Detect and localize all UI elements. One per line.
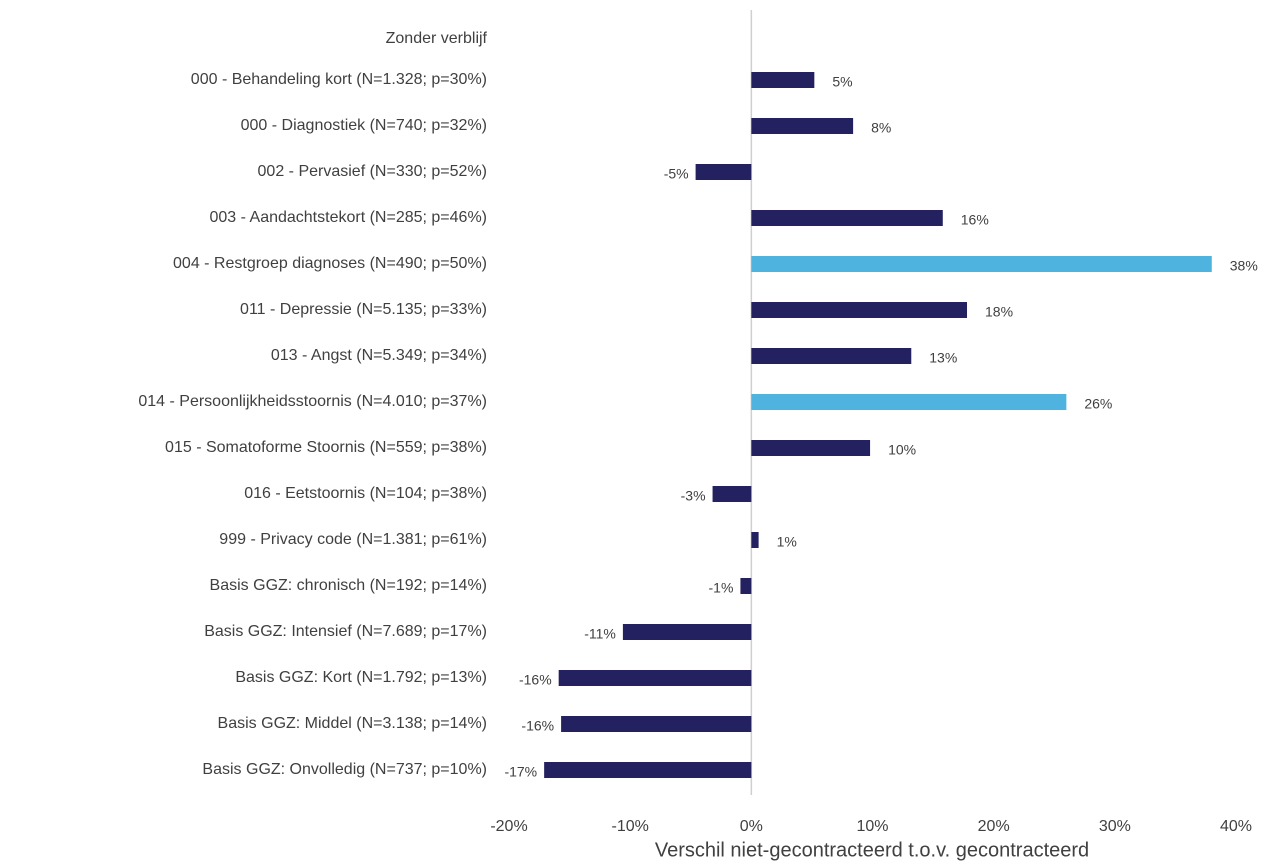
category-label: Basis GGZ: Kort (N=1.792; p=13%) xyxy=(235,669,487,686)
x-tick-label: -10% xyxy=(611,818,648,835)
value-label: -17% xyxy=(504,764,537,780)
bar xyxy=(751,394,1067,410)
value-label: -16% xyxy=(519,672,552,688)
x-tick-label: 20% xyxy=(978,818,1010,835)
value-label: 38% xyxy=(1230,258,1258,274)
value-label: 13% xyxy=(929,350,957,366)
category-label: 013 - Angst (N=5.349; p=34%) xyxy=(271,347,487,364)
bar xyxy=(558,670,752,686)
value-label: 10% xyxy=(888,442,916,458)
category-label: Basis GGZ: Onvolledig (N=737; p=10%) xyxy=(202,761,487,778)
value-label: -5% xyxy=(664,166,689,182)
category-label: 011 - Depressie (N=5.135; p=33%) xyxy=(240,301,487,318)
category-label: 002 - Pervasief (N=330; p=52%) xyxy=(258,163,487,180)
category-label: Basis GGZ: Intensief (N=7.689; p=17%) xyxy=(204,623,487,640)
category-label: 000 - Diagnostiek (N=740; p=32%) xyxy=(241,117,487,134)
bar xyxy=(561,716,752,732)
value-label: 16% xyxy=(961,212,989,228)
bar xyxy=(622,624,752,640)
category-label: 004 - Restgroep diagnoses (N=490; p=50%) xyxy=(173,255,487,272)
value-label: -3% xyxy=(681,488,706,504)
category-label: 015 - Somatoforme Stoornis (N=559; p=38%… xyxy=(165,439,487,456)
x-axis-title: Verschil niet-gecontracteerd t.o.v. geco… xyxy=(655,839,1089,861)
bar xyxy=(712,486,752,502)
bar xyxy=(740,578,752,594)
value-label: 18% xyxy=(985,304,1013,320)
value-label: 5% xyxy=(832,74,852,90)
bar xyxy=(751,210,943,226)
category-label: 014 - Persoonlijkheidsstoornis (N=4.010;… xyxy=(138,393,487,410)
x-tick-label: 10% xyxy=(856,818,888,835)
category-label: 003 - Aandachtstekort (N=285; p=46%) xyxy=(209,209,487,226)
value-label: -16% xyxy=(521,718,554,734)
category-label: Zonder verblijf xyxy=(386,30,488,47)
value-label: -1% xyxy=(709,580,734,596)
x-tick-label: 30% xyxy=(1099,818,1131,835)
bar xyxy=(695,164,752,180)
bar xyxy=(751,348,912,364)
value-label: 1% xyxy=(777,534,797,550)
category-label: Basis GGZ: chronisch (N=192; p=14%) xyxy=(210,577,487,594)
value-label: -11% xyxy=(584,626,616,642)
bar xyxy=(544,762,752,778)
value-label: 26% xyxy=(1084,396,1112,412)
bar xyxy=(751,440,871,456)
bar xyxy=(751,302,968,318)
category-label: 999 - Privacy code (N=1.381; p=61%) xyxy=(219,531,487,548)
bar xyxy=(751,118,854,134)
bar xyxy=(751,72,815,88)
x-tick-label: 40% xyxy=(1220,818,1252,835)
bar xyxy=(751,256,1212,272)
value-label: 8% xyxy=(871,120,891,136)
category-label: Basis GGZ: Middel (N=3.138; p=14%) xyxy=(218,715,487,732)
x-tick-label: -20% xyxy=(490,818,527,835)
category-label: 016 - Eetstoornis (N=104; p=38%) xyxy=(244,485,487,502)
category-label: 000 - Behandeling kort (N=1.328; p=30%) xyxy=(191,71,487,88)
bar xyxy=(751,532,759,548)
x-tick-label: 0% xyxy=(740,818,763,835)
